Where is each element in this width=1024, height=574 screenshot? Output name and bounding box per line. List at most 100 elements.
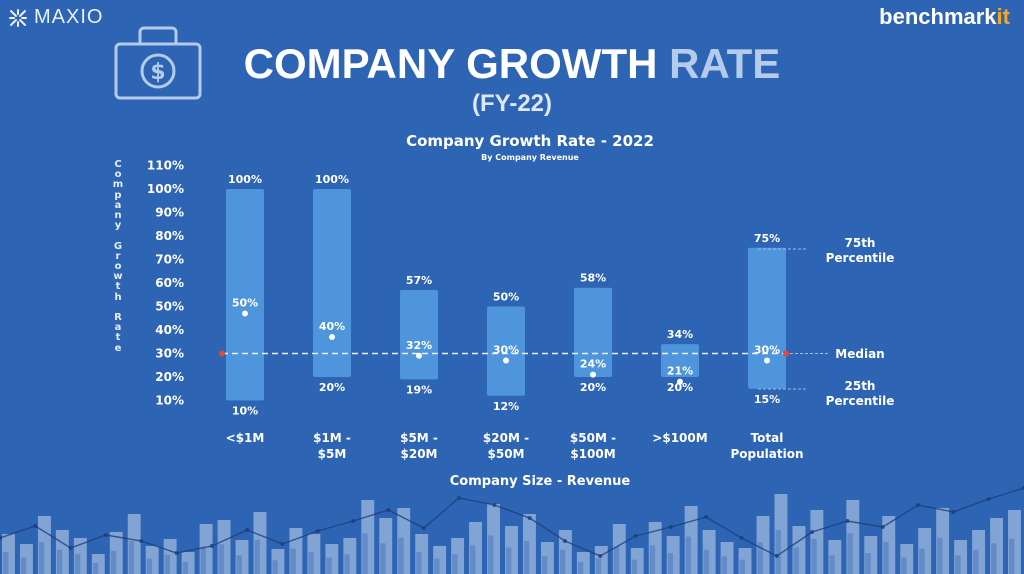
p75-label: 34% [667,328,693,341]
p25-label: 19% [406,383,432,396]
decor-bar [343,538,357,574]
decor-bar [666,536,680,574]
decor-trend-point [739,536,744,540]
decor-bar [900,544,914,574]
decor-trend-point [810,530,815,534]
decor-bar-shade [649,545,656,574]
decor-bar [882,516,896,574]
y-tick-label: 40% [155,323,184,337]
decor-bar [738,548,752,574]
decor-bar-shade [56,549,63,574]
decor-bar-shade [721,556,727,574]
decor-bar [433,546,447,574]
decor-bar-shade [919,548,925,574]
decor-bar-shade [541,556,548,574]
y-tick-label: 100% [147,182,184,196]
decor-trend-point [880,525,885,529]
decor-trend-line [0,487,1024,557]
decor-trend-point [33,524,38,528]
decor-bar-shade [308,552,314,574]
decor-bar [163,539,177,574]
decor-bar [1008,510,1021,574]
decor-bar-shade [164,554,171,574]
decor-bar-shade [434,558,440,574]
p75-label: 100% [228,173,262,186]
decor-bar [325,544,339,574]
decor-trend-point [315,529,320,533]
decor-bar-shade [703,549,710,574]
median-label: 50% [232,297,258,310]
x-tick-label-line2: $20M [401,447,438,461]
x-tick-label-line2: $50M [488,447,525,461]
median-dot [416,352,422,359]
decor-bar [576,552,590,574]
decor-bar [289,528,303,574]
decor-bar [109,532,123,574]
decor-bar-shade [74,554,81,574]
decor-bar-shade [865,553,871,574]
decor-bar-shade [559,549,566,574]
median-dot [242,310,248,317]
svg-text:$: $ [150,60,165,85]
decor-bar-shade [470,545,476,574]
y-tick-label: 60% [155,276,184,290]
decor-trend-point [704,515,709,519]
decor-bar [972,530,986,574]
p25-label: 20% [319,381,345,394]
y-tick-label: 10% [155,394,184,408]
decor-trend-point [174,551,179,555]
p25-label: 12% [493,400,519,413]
median-label: 24% [580,358,606,371]
decor-bar-shade [3,552,9,574]
p75-label: 75% [754,232,780,245]
median-label: 30% [754,344,780,357]
median-label: 32% [406,339,432,352]
decor-bar [217,520,231,574]
annotation-p25-line1: 25th [845,379,876,393]
maxio-logo: MAXIO [8,6,103,29]
decor-bar [2,534,15,574]
decor-bar [720,542,734,574]
decor-trend-point [562,539,567,543]
decor-bar-shade [793,547,799,574]
decor-bar [648,522,662,574]
decorative-background-bars [0,486,1024,574]
decor-bar [19,544,33,574]
range-bar [313,189,351,377]
decor-bar-shade [398,537,404,574]
decor-trend-point [951,510,956,514]
y-tick-label: 30% [155,347,184,361]
decor-bar [451,538,465,574]
chart-title: Company Growth Rate - 2022 [406,132,654,150]
p25-label: 20% [667,381,693,394]
x-axis-ticks: <$1M $1M - $5M $5M - $20M $20M - $50M $50M - $10… [226,431,804,461]
decor-bar-shade [488,535,494,574]
decor-bar [702,530,716,574]
decor-trend-point [668,525,673,529]
decor-bar-shade [128,541,135,574]
decor-bar [630,548,644,574]
decor-trend-point [209,544,214,548]
decor-bar [828,540,842,574]
y-tick-label: 80% [155,229,184,243]
decor-bar-shade [38,542,45,574]
decor-bar [415,534,429,574]
decor-bar [253,512,267,574]
decor-trend-point [845,519,850,523]
p25-label: 10% [232,405,258,418]
median-label: 30% [493,344,519,357]
maxio-cross-icon [9,8,27,27]
decor-bar [774,494,788,574]
range-bar [574,287,612,377]
decor-bar [235,540,249,574]
decor-trend-point [103,533,108,537]
decor-bar-shade [775,530,781,574]
decor-bar [846,500,860,574]
decor-bar-shade [506,547,512,574]
x-tick-label: $5M - [400,431,438,445]
median-dot [329,334,335,340]
p75-label: 100% [315,173,349,186]
decor-bar-shade [883,542,889,574]
y-tick-label: 90% [155,206,184,220]
decor-bar-shade [92,563,99,574]
